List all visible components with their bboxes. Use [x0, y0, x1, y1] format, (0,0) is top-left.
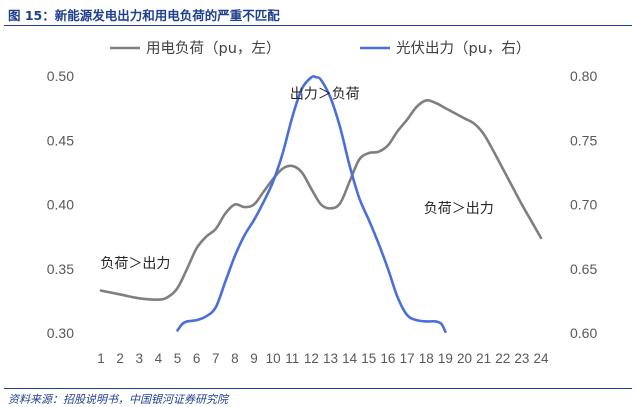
- x-tick-label: 22: [495, 351, 510, 366]
- series-line-load: [99, 98, 543, 301]
- x-tick-label: 13: [323, 351, 338, 366]
- right-tick-label: 0.70: [570, 197, 597, 213]
- annotation-label: 负荷＞出力: [424, 201, 494, 217]
- x-tick-label: 23: [514, 351, 529, 366]
- left-tick-label: 0.35: [47, 261, 74, 277]
- x-tick-label: 24: [533, 351, 549, 366]
- x-tick-label: 1: [97, 351, 105, 366]
- left-tick-label: 0.40: [47, 197, 74, 213]
- x-tick-label: 11: [285, 351, 299, 366]
- right-tick-label: 0.65: [570, 261, 597, 277]
- annotation-label: 负荷＞出力: [100, 256, 170, 272]
- x-tick-label: 2: [116, 351, 124, 366]
- x-tick-label: 19: [438, 351, 453, 366]
- x-tick-label: 12: [304, 351, 319, 366]
- x-tick-label: 21: [476, 351, 491, 366]
- right-tick-label: 0.75: [570, 132, 597, 148]
- bottom-rule: [4, 388, 632, 389]
- right-axis-ticks: 0.60 0.65 0.70 0.75 0.80: [570, 68, 597, 341]
- series-line-pv: [176, 75, 447, 334]
- left-axis-ticks: 0.30 0.35 0.40 0.45 0.50: [47, 68, 74, 341]
- right-tick-label: 0.60: [570, 325, 597, 341]
- x-tick-label: 3: [136, 351, 144, 366]
- x-tick-label: 15: [361, 351, 376, 366]
- x-tick-label: 18: [419, 351, 434, 366]
- line-chart: 0.30 0.35 0.40 0.45 0.50 0.60 0.65 0.70 0.75 0.8…: [47, 40, 598, 366]
- legend: 用电负荷（pu，左） 光伏出力（pu，右）: [110, 40, 530, 57]
- top-rule: [4, 25, 632, 26]
- x-axis-ticks: 1 2 3 4 5 6 7 8 9 10 11 12 13 14 15 16 17 18 19 20 21 22 23 24: [97, 351, 549, 366]
- x-tick-label: 5: [174, 351, 182, 366]
- x-tick-label: 4: [155, 351, 163, 366]
- figure-source: 资料来源：招股说明书，中国银河证券研究院: [8, 393, 228, 406]
- x-tick-label: 17: [400, 351, 415, 366]
- legend-label-pv: 光伏出力（pu，右）: [396, 40, 530, 57]
- x-tick-label: 16: [380, 351, 395, 366]
- left-tick-label: 0.50: [47, 68, 74, 84]
- left-tick-label: 0.45: [47, 132, 74, 148]
- right-tick-label: 0.80: [570, 68, 597, 84]
- x-tick-label: 14: [342, 351, 358, 366]
- x-tick-label: 9: [250, 351, 258, 366]
- series-lines: [99, 75, 543, 334]
- x-tick-label: 7: [212, 351, 220, 366]
- x-tick-label: 20: [457, 351, 472, 366]
- figure-title: 图 15：新能源发电出力和用电负荷的严重不匹配: [8, 8, 280, 23]
- legend-label-load: 用电负荷（pu，左）: [146, 40, 280, 57]
- left-tick-label: 0.30: [47, 325, 74, 341]
- annotation-label: 出力＞负荷: [290, 86, 360, 102]
- x-tick-label: 8: [231, 351, 239, 366]
- x-tick-label: 6: [193, 351, 201, 366]
- x-tick-label: 10: [266, 351, 281, 366]
